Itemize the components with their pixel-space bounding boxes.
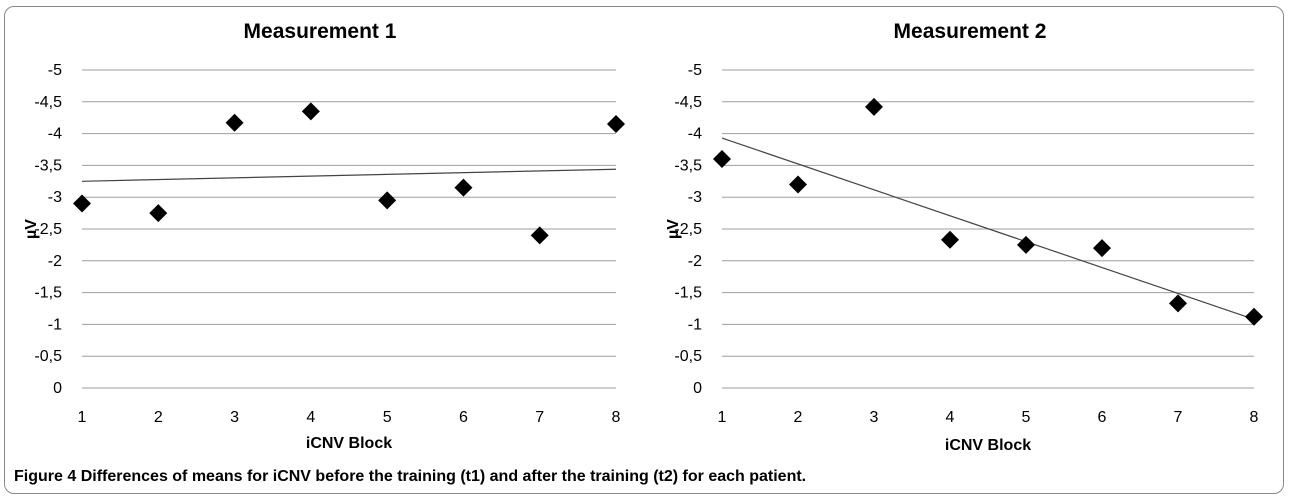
y-tick-label: -5 xyxy=(48,62,62,79)
x-tick-label: 1 xyxy=(718,409,727,426)
figure-frame xyxy=(4,6,1284,494)
x-tick-label: 7 xyxy=(535,409,544,426)
y-tick-label: 0 xyxy=(693,380,702,397)
data-point-diamond xyxy=(865,97,883,116)
chart-panel-measurement-2: Measurement 2 -5 -4,5 -4 -3,5 -3 -2,5 -2 -1,5 -1 -… xyxy=(665,20,1263,454)
caption-label: Figure 4 xyxy=(14,468,77,485)
y-tick-label: -4 xyxy=(48,126,62,143)
y-tick-label: -2 xyxy=(48,253,62,270)
y-tick-label: -3,5 xyxy=(674,157,702,174)
x-tick-label: 6 xyxy=(459,409,468,426)
y-tick-label: -3,5 xyxy=(34,157,62,174)
y-tick-label: -1,5 xyxy=(34,285,62,302)
x-tick-label: 8 xyxy=(1250,409,1259,426)
data-point-diamond xyxy=(1017,235,1035,254)
x-tick-label: 8 xyxy=(612,409,621,426)
trendline xyxy=(721,137,1255,320)
y-tick-label: -1 xyxy=(688,316,702,333)
y-tick-label: -2,5 xyxy=(34,221,62,238)
figure-caption: Figure 4 Differences of means for iCNV b… xyxy=(14,468,806,486)
x-axis-label: iCNV Block xyxy=(945,437,1031,454)
x-tick-label: 5 xyxy=(383,409,392,426)
y-tick-label: -0,5 xyxy=(674,348,702,365)
chart-title: Measurement 1 xyxy=(244,20,397,43)
y-tick-label: -5 xyxy=(688,62,702,79)
y-tick-label: -3 xyxy=(688,189,702,206)
y-tick-label: -1 xyxy=(48,316,62,333)
chart-panel-measurement-1: Measurement 1 -5 -4,5 -4 -3,5 -3 -2,5 -2 -1,5 -1 -… xyxy=(23,20,625,452)
y-tick-label: -1,5 xyxy=(674,285,702,302)
x-axis-label: iCNV Block xyxy=(306,435,392,452)
x-tick-label: 3 xyxy=(230,409,239,426)
x-tick-label: 1 xyxy=(78,409,87,426)
data-point-diamond xyxy=(73,194,91,213)
x-tick-label: 3 xyxy=(870,409,879,426)
x-tick-label: 7 xyxy=(1174,409,1183,426)
x-tick-label: 2 xyxy=(154,409,163,426)
y-tick-label: -2 xyxy=(688,253,702,270)
data-point-diamond xyxy=(225,113,244,132)
data-point-diamond xyxy=(378,191,397,210)
data-point-diamond xyxy=(789,175,807,194)
y-axis-label: µV xyxy=(665,219,682,239)
data-point-diamond xyxy=(530,226,549,245)
x-tick-label: 6 xyxy=(1098,409,1107,426)
chart-title: Measurement 2 xyxy=(894,20,1047,43)
y-tick-label: -0,5 xyxy=(34,348,62,365)
x-tick-label: 5 xyxy=(1022,409,1031,426)
y-tick-label: -4,5 xyxy=(34,94,62,111)
y-tick-label: -2,5 xyxy=(674,221,702,238)
data-point-diamond xyxy=(1245,307,1263,326)
x-tick-label: 4 xyxy=(946,409,955,426)
y-axis-label: µV xyxy=(23,219,40,239)
y-tick-label: 0 xyxy=(53,380,62,397)
caption-text: Differences of means for iCNV before the… xyxy=(80,468,807,485)
y-tick-label: -4 xyxy=(688,126,702,143)
data-point-diamond xyxy=(607,115,625,134)
data-point-diamond xyxy=(1093,239,1111,258)
data-point-diamond xyxy=(149,204,168,223)
x-tick-label: 2 xyxy=(794,409,803,426)
data-point-diamond xyxy=(301,102,320,121)
trendline xyxy=(81,168,617,182)
y-tick-label: -4,5 xyxy=(674,94,702,111)
x-tick-label: 4 xyxy=(306,409,315,426)
data-point-diamond xyxy=(454,178,473,197)
data-point-diamond xyxy=(713,150,731,169)
data-point-diamond xyxy=(1169,294,1187,313)
data-point-diamond xyxy=(941,230,959,249)
y-tick-label: -3 xyxy=(48,189,62,206)
